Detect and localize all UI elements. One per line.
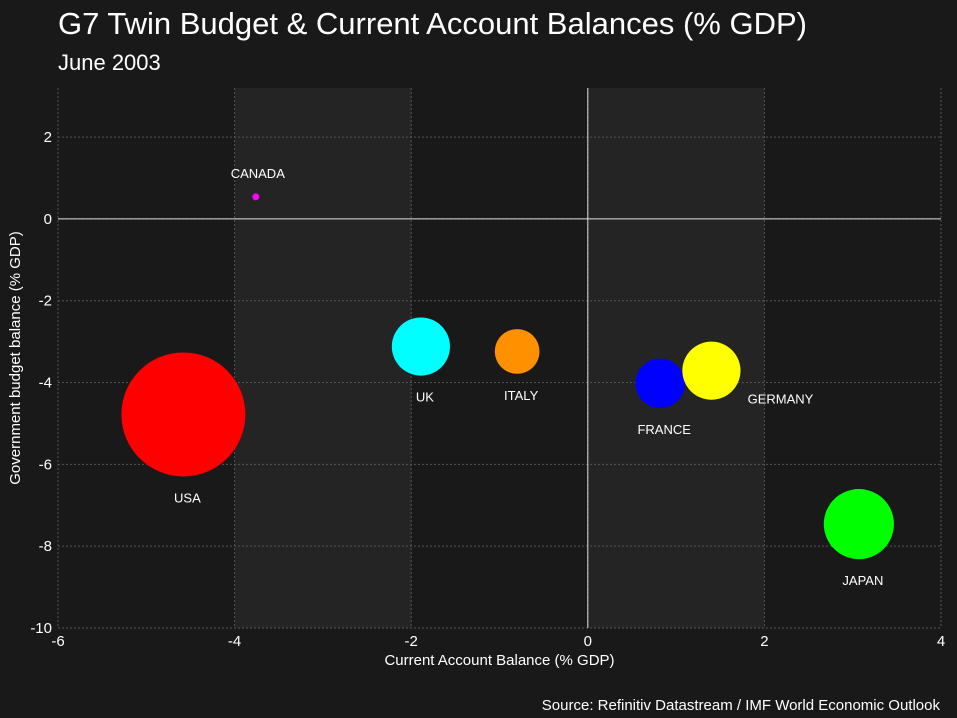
bubble-germany — [682, 341, 741, 400]
point-label-japan: JAPAN — [842, 573, 883, 588]
point-label-italy: ITALY — [504, 388, 539, 403]
y-tick-label: -6 — [39, 456, 52, 473]
point-label-france: FRANCE — [637, 422, 691, 437]
point-label-uk: UK — [416, 390, 434, 405]
bubble-italy — [494, 329, 540, 374]
point-label-germany: GERMANY — [748, 392, 814, 407]
y-tick-label: -4 — [39, 375, 52, 392]
chart-title: G7 Twin Budget & Current Account Balance… — [58, 6, 807, 41]
shaded-band — [234, 88, 412, 628]
x-tick-label: 0 — [584, 633, 592, 650]
x-axis-label: Current Account Balance (% GDP) — [384, 652, 614, 669]
chart-subtitle: June 2003 — [58, 50, 161, 75]
y-tick-label: 0 — [44, 211, 52, 228]
point-label-usa: USA — [174, 490, 201, 505]
y-tick-label: 2 — [44, 129, 52, 146]
bubble-canada — [252, 193, 260, 201]
bubble-uk — [391, 317, 450, 376]
x-tick-label: 4 — [937, 633, 945, 650]
x-tick-label: 2 — [760, 633, 768, 650]
shaded-band — [587, 88, 765, 628]
x-tick-label: -6 — [51, 633, 64, 650]
bubble-usa — [121, 352, 246, 477]
point-label-canada: CANADA — [231, 166, 286, 181]
y-tick-label: -2 — [39, 293, 52, 310]
y-tick-label: -8 — [39, 538, 52, 555]
x-tick-label: -4 — [228, 633, 241, 650]
y-axis-label: Government budget balance (% GDP) — [7, 231, 24, 484]
x-tick-label: -2 — [405, 633, 418, 650]
bubble-france — [635, 358, 686, 409]
source-note: Source: Refinitiv Datastream / IMF World… — [541, 697, 940, 714]
y-tick-label: -10 — [30, 620, 52, 637]
bubble-japan — [823, 489, 894, 560]
